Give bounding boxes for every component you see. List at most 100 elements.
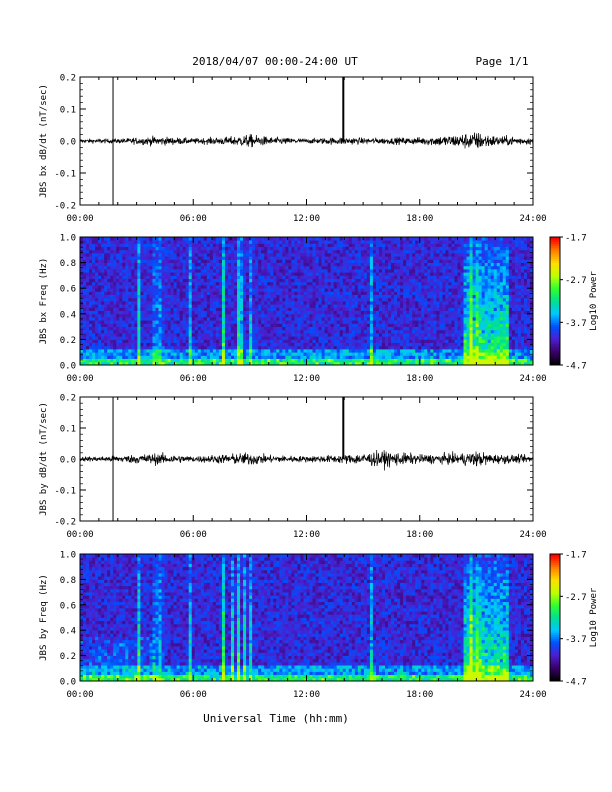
colorbar-swatch [550,345,560,349]
y-tick-label: 0.1 [60,425,76,435]
colorbar-swatch [550,653,560,656]
colorbar-swatch [550,360,560,364]
colorbar-label: Log10 Power [589,587,599,647]
colorbar-swatch [550,294,560,298]
colorbar-swatch [550,668,560,671]
y-tick-label: 0.0 [60,456,76,466]
colorbar-swatch [550,594,560,597]
panel-by-spectrogram: -1.7 -2.7 -3.7 -4.7 Log10 Power 00:00 06:00 12:… [39,551,599,701]
colorbar-swatch [550,281,560,285]
y-tick-label: 0.4 [60,627,76,637]
colorbar-swatch [550,339,560,342]
x-tick-label: 00:00 [66,530,93,540]
colorbar-swatch [550,307,560,310]
colorbar-swatch [550,560,560,563]
colorbar-swatch [550,649,560,652]
colorbar-swatch [550,347,560,351]
colorbar-swatch [550,301,560,304]
colorbar-tick-label: -4.7 [565,678,587,688]
y-tick-label: 0.0 [60,678,76,688]
colorbar-tick-label: -1.7 [565,234,587,244]
x-axis: 00:00 06:00 12:00 18:00 24:00 [66,397,547,540]
colorbar-swatch [550,337,560,340]
colorbar-swatch [550,645,560,648]
colorbar-swatch [550,283,560,287]
colorbar-frame [549,236,561,366]
y-tick-label: 0.2 [60,394,76,404]
colorbar-swatch [550,581,560,585]
colorbar-swatch [550,606,560,610]
colorbar-swatch [550,657,560,661]
colorbar-swatch [550,661,560,665]
y-tick-label: 0.1 [60,106,76,116]
colorbar-swatch [550,619,560,623]
colorbar-swatch [550,589,560,593]
colorbar-tick-label: -2.7 [565,276,587,286]
colorbar-swatch [550,655,560,659]
colorbar-swatch [550,256,560,259]
colorbar-swatch [550,350,560,353]
x-tick-label: 12:00 [293,374,320,384]
x-axis: 00:00 06:00 12:00 18:00 24:00 [66,554,547,700]
colorbar-swatch [550,625,560,629]
colorbar-swatch [550,277,560,281]
colorbar-swatch [550,326,560,330]
colorbar-swatch [550,324,560,327]
colorbar-swatch [550,264,560,268]
colorbar-swatch [550,328,560,332]
colorbar-label: Log10 Power [589,271,599,331]
colorbar-swatch [550,266,560,270]
colorbar-swatch [550,676,560,680]
colorbar-swatch [550,670,560,673]
colorbar-swatch [550,566,560,570]
x-tick-label: 00:00 [66,374,93,384]
colorbar-swatch [550,666,560,669]
x-tick-label: 12:00 [293,214,320,224]
y-tick-label: 0.6 [60,285,76,295]
y-tick-label: 1.0 [60,551,76,561]
y-tick-label: -0.2 [54,518,76,528]
colorbar-swatch [550,570,560,574]
colorbar-swatch [550,341,560,345]
y-axis-label: JBS bx Freq (Hz) [39,258,49,345]
colorbar-swatch [550,260,560,263]
colorbar-swatch [550,617,560,621]
y-axis: -0.2 -0.1 0.0 0.1 0.2 JBS bx dB/dt (nT/sec) [39,74,533,212]
y-tick-label: 0.2 [60,652,76,662]
y-tick-label: 0.6 [60,601,76,611]
y-tick-label: 0.4 [60,310,76,320]
colorbar-swatch [550,573,560,576]
x-tick-label: 24:00 [519,214,546,224]
colorbar-swatch [550,609,560,612]
colorbar-swatch [550,333,560,336]
colorbar-swatch [550,330,560,334]
colorbar-swatch [550,313,560,317]
x-tick-label: 12:00 [293,690,320,700]
colorbar-swatch [550,672,560,676]
colorbar-swatch [550,249,560,253]
x-tick-label: 18:00 [406,530,433,540]
colorbar-swatch [550,290,560,293]
colorbar-swatch [550,275,560,278]
colorbar-swatch [550,596,560,599]
panel-bx-waveform: 00:00 06:00 12:00 18:00 24:00-0.2-0.10.00.10… [39,74,547,225]
colorbar-swatch [550,621,560,625]
colorbar-swatch [550,664,560,667]
y-tick-label: 0.0 [60,362,76,372]
colorbar-tick-label: -1.7 [565,551,587,561]
colorbar-swatch [550,258,560,261]
colorbar-swatch [550,279,560,283]
x-tick-label: 06:00 [180,374,207,384]
colorbar-swatch [550,247,560,251]
colorbar-swatch [550,615,560,618]
panel-by-waveform: 00:00 06:00 12:00 18:00 24:00-0.2-0.10.00.10… [39,394,547,541]
colorbar-swatch [550,362,560,366]
colorbar-swatch [550,575,560,578]
spike-line [342,397,345,459]
colorbar-swatch [550,554,560,557]
colorbar-swatch [550,320,560,323]
page-label: Page 1/1 [476,55,529,68]
x-tick-label: 24:00 [519,690,546,700]
y-axis: 0.0 0.2 0.4 0.6 0.8 1.0 JBS by Freq (Hz) [39,551,533,688]
y-axis-label: JBS by dB/dt (nT/sec) [39,402,49,516]
